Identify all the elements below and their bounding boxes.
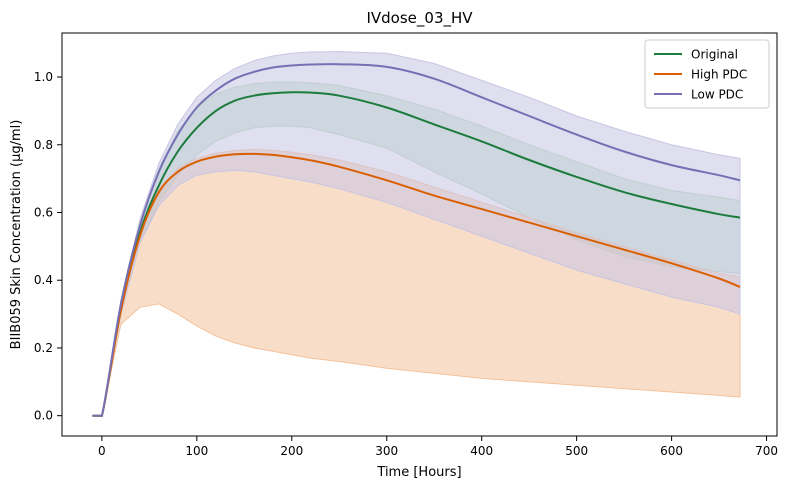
legend-label: Original [691, 48, 738, 62]
x-tick-label: 500 [565, 444, 588, 458]
y-tick-label: 0.2 [34, 341, 53, 355]
x-tick-label: 0 [98, 444, 106, 458]
plot-frame [61, 32, 778, 437]
legend-label: Low PDC [691, 88, 743, 102]
line-high-pdc [92, 152, 741, 417]
y-axis-ticks: 0.0 0.2 0.4 0.6 0.8 1.0 [34, 70, 62, 423]
x-tick-label: 600 [660, 444, 683, 458]
confidence-bands [92, 51, 741, 417]
y-tick-label: 1.0 [34, 70, 53, 84]
y-tick-label: 0.8 [34, 138, 53, 152]
legend-box [644, 39, 770, 109]
x-tick-label: 300 [375, 444, 398, 458]
line-original [92, 91, 741, 417]
y-axis-label: BIIB059 Skin Concentration (µg/ml) [9, 120, 24, 350]
x-tick-label: 400 [470, 444, 493, 458]
x-axis-label: Time [Hours] [376, 465, 461, 480]
line-low-pdc [92, 63, 741, 417]
x-tick-label: 200 [280, 444, 303, 458]
y-tick-label: 0.4 [34, 273, 53, 287]
series-lines [92, 63, 741, 417]
band-low-pdc [92, 51, 741, 417]
y-tick-label: 0.6 [34, 205, 53, 219]
chart-title: IVdose_03_HV [366, 9, 473, 28]
x-tick-label: 700 [755, 444, 778, 458]
legend-label: High PDC [691, 68, 747, 82]
legend: Original High PDC Low PDC [644, 39, 770, 109]
x-axis-ticks: 0 100 200 300 400 500 600 700 [98, 436, 778, 458]
x-tick-label: 100 [185, 444, 208, 458]
y-tick-label: 0.0 [34, 409, 53, 423]
